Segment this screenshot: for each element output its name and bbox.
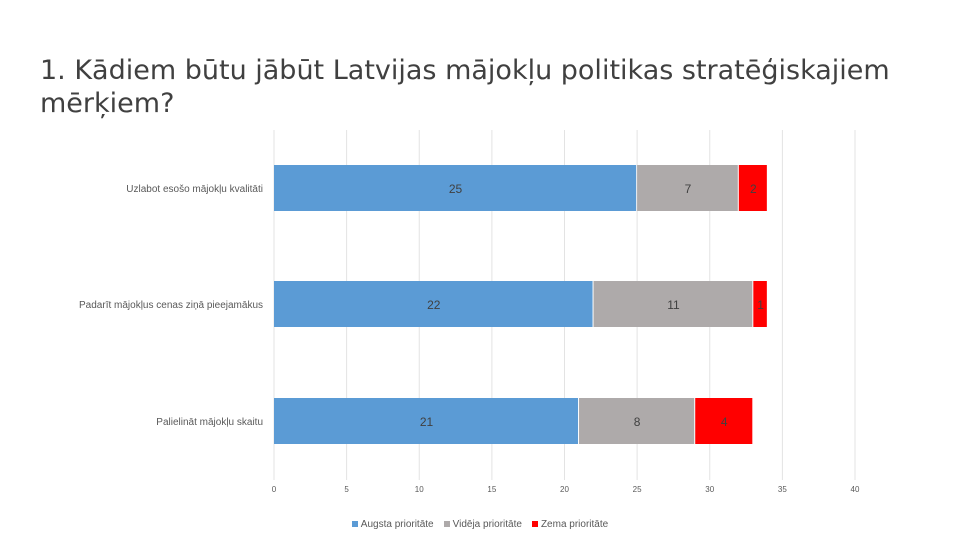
x-tick-label: 15 xyxy=(487,485,496,494)
category-label: Uzlabot esošo mājokļu kvalitāti xyxy=(126,184,263,195)
legend-item: Augsta prioritāte xyxy=(351,517,434,531)
legend-swatch xyxy=(351,521,358,527)
bar-segment xyxy=(753,281,767,327)
bar-segment xyxy=(637,165,738,211)
category-labels: Uzlabot esošo mājokļu kvalitāti Padarīt m… xyxy=(79,184,263,428)
legend-label: Augsta prioritāte xyxy=(360,518,434,530)
x-tick-label: 30 xyxy=(705,485,714,494)
bar-segment xyxy=(274,398,579,444)
x-tick-labels: 0 5 10 15 20 25 30 35 40 xyxy=(272,485,860,494)
x-tick-label: 40 xyxy=(851,485,860,494)
bar-segment xyxy=(274,281,593,327)
bars xyxy=(274,165,767,444)
legend-item: Zema prioritāte xyxy=(531,517,609,531)
legend-swatch xyxy=(531,521,538,527)
category-label: Padarīt mājokļus cenas ziņā pieejamākus xyxy=(79,300,263,311)
x-tick-label: 10 xyxy=(415,485,424,494)
legend-label: Zema prioritāte xyxy=(540,518,609,530)
data-label: 25 xyxy=(449,182,463,196)
data-label: 21 xyxy=(420,415,434,429)
data-label: 7 xyxy=(685,182,692,196)
bar-segment xyxy=(579,398,695,444)
bar-segment xyxy=(274,165,637,211)
legend: Augsta prioritāte Vidēja prioritāte Zema p… xyxy=(0,517,960,531)
x-tick-label: 0 xyxy=(272,485,277,494)
x-tick-label: 20 xyxy=(560,485,569,494)
legend-swatch xyxy=(443,521,450,527)
data-label: 2 xyxy=(750,182,757,196)
bar-segment xyxy=(593,281,753,327)
data-label: 22 xyxy=(427,298,441,312)
bar-segment xyxy=(738,165,767,211)
category-label: Palielināt mājokļu skaitu xyxy=(156,417,263,428)
x-tick-label: 35 xyxy=(778,485,787,494)
data-label: 11 xyxy=(667,298,680,312)
data-label: 1 xyxy=(757,298,764,312)
data-label: 8 xyxy=(634,415,641,429)
x-tick-label: 5 xyxy=(344,485,349,494)
x-tick-label: 25 xyxy=(633,485,642,494)
data-labels: 25 7 222 11 121 8 4 xyxy=(420,182,764,429)
legend-label: Vidēja prioritāte xyxy=(452,518,522,530)
legend-item: Vidēja prioritāte xyxy=(443,517,522,531)
data-label: 4 xyxy=(721,415,728,429)
bar-segment xyxy=(695,398,753,444)
slide-title: 1. Kādiem būtu jābūt Latvijas mājokļu po… xyxy=(40,55,890,119)
